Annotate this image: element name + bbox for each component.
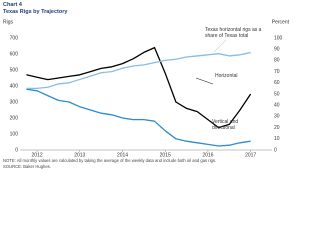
y-tick-label: 100	[10, 131, 19, 137]
y2-tick-label: 90	[274, 47, 280, 53]
note: NOTE: All monthly values are calculated …	[3, 158, 217, 163]
pointer	[195, 77, 214, 85]
x-tick-label: 2017	[245, 152, 256, 158]
x-tick-label: 2014	[117, 152, 128, 158]
y2-tick-label: 10	[274, 136, 280, 142]
y-tick-label: 700	[10, 35, 19, 41]
series-line	[26, 51, 251, 90]
chart-title: Texas Rigs by Trajectory	[3, 9, 68, 15]
y-tick-label: 0	[15, 147, 18, 153]
y-tick-label: 200	[10, 115, 19, 121]
series-label: Vertical and directional	[212, 119, 239, 131]
y2-tick-label: 100	[274, 35, 283, 41]
y-tick-label: 500	[10, 67, 19, 73]
x-tick-label: 2015	[160, 152, 171, 158]
y2-tick-label: 60	[274, 80, 280, 86]
y-tick-label: 600	[10, 51, 19, 57]
series-label: Texas horizontal rigs as a share of Texa…	[205, 27, 262, 39]
pointer	[213, 39, 227, 53]
x-tick-label: 2012	[32, 152, 43, 158]
y2-tick-label: 30	[274, 114, 280, 120]
series-line	[26, 88, 251, 147]
y-tick-label: 400	[10, 83, 19, 89]
x-tick-label: 2016	[202, 152, 213, 158]
y2-tick-label: 80	[274, 58, 280, 64]
y2-tick-label: 0	[274, 147, 277, 153]
y2-tick-label: 40	[274, 103, 280, 109]
y2-tick-label: 20	[274, 125, 280, 131]
chart: Chart 4 Texas Rigs by Trajectory Rigs Pe…	[3, 2, 290, 169]
y-axis-label: Rigs	[3, 19, 14, 25]
x-tick-label: 2013	[74, 152, 85, 158]
y2-tick-label: 70	[274, 69, 280, 75]
series-line	[26, 46, 252, 129]
chart-label: Chart 4	[3, 2, 22, 8]
y2-axis-label: Percent	[272, 19, 290, 25]
source: SOURCE: Baker Hughes.	[3, 164, 51, 169]
plot: Rigs Percent 0 100 200 300 400 500 600 700 0 10 20…	[3, 19, 290, 158]
y2-tick-label: 50	[274, 91, 280, 97]
y-tick-label: 300	[10, 99, 19, 105]
series-label: Horizontal	[215, 73, 238, 79]
